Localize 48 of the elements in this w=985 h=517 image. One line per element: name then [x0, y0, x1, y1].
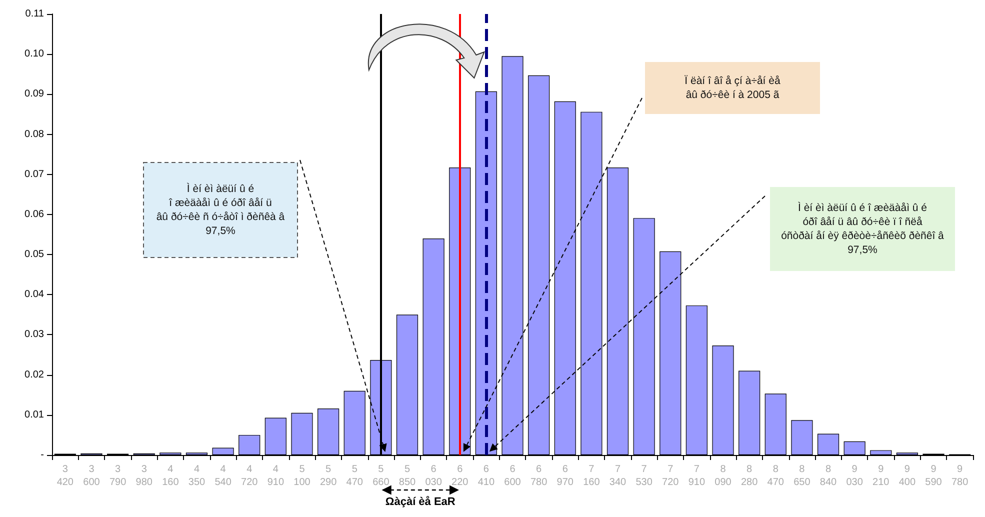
x-tick-label: 9 400	[898, 464, 916, 488]
text: Ωàçàí èå EaR	[370, 496, 470, 508]
y-tick-label: 0.09	[24, 88, 44, 100]
y-tick-label: 0.11	[25, 8, 44, 20]
x-tick-label: 8 840	[820, 464, 838, 488]
x-tick-label: 7 720	[662, 464, 680, 488]
x-tick-label: 7 530	[636, 464, 653, 488]
x-tick-label: 4 910	[267, 464, 284, 488]
x-tick-label: 6 030	[425, 464, 442, 488]
x-tick-label: 6 410	[478, 464, 495, 488]
x-tick-label: 5 850	[398, 464, 416, 488]
x-tick-label: 5 470	[346, 464, 364, 488]
y-tick-label: 0.08	[24, 128, 44, 140]
y-tick-label: 0.01	[24, 409, 44, 420]
x-tick-label: 8 650	[794, 464, 811, 488]
x-tick-label: 5 660	[372, 464, 390, 488]
x-tick-label: 5 290	[320, 464, 338, 488]
x-tick-label: 3 600	[83, 464, 100, 488]
y-tick-label: 0.06	[24, 208, 44, 220]
x-tick-label: 8 280	[740, 464, 758, 488]
y-tick-label: -	[40, 450, 44, 460]
x-tick-label: 9 780	[952, 464, 969, 488]
x-tick-label: 4 720	[241, 464, 258, 488]
y-tick-label: 0.02	[24, 369, 44, 380]
x-tick-label: 3 420	[56, 464, 74, 488]
y-tick-label: 0.03	[24, 329, 44, 340]
x-tick-label: 6 970	[556, 464, 574, 488]
x-tick-label: 7 910	[688, 464, 706, 488]
x-tick-label: 9 030	[846, 464, 864, 488]
x-tick-label: 5 100	[294, 464, 311, 488]
x-tick-label: 4 540	[214, 464, 232, 488]
x-tick-label: 6 220	[452, 464, 469, 488]
x-tick-label: 3 790	[109, 464, 127, 488]
x-tick-label: 9 210	[872, 464, 890, 488]
y-tick-label: 0.10	[24, 48, 44, 60]
x-tick-label: 8 090	[714, 464, 732, 488]
x-tick-label: 3 980	[136, 464, 153, 488]
x-tick-label: 9 590	[925, 464, 942, 488]
x-tick-label: 6 780	[530, 464, 548, 488]
x-tick-label: 4 160	[162, 464, 180, 488]
y-tick-label: 0.07	[24, 168, 44, 180]
x-tick-label: 4 350	[188, 464, 206, 488]
y-tick-label: 0.04	[24, 289, 44, 300]
y-tick-label: 0.05	[24, 249, 44, 260]
x-tick-label: 8 470	[767, 464, 784, 488]
x-tick-label: 7 340	[609, 464, 627, 488]
x-tick-label: 7 160	[583, 464, 600, 488]
x-tick-label: 6 600	[504, 464, 522, 488]
